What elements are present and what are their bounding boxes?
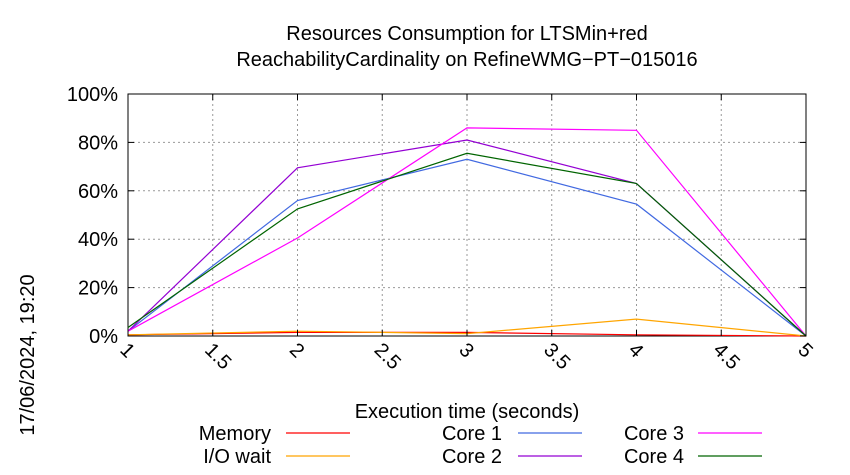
legend-label-core-1: Core 1 bbox=[442, 423, 502, 445]
legend-label-core-4: Core 4 bbox=[624, 446, 684, 468]
y-tick-label: 20% bbox=[78, 278, 118, 300]
x-tick-label: 1.5 bbox=[200, 339, 235, 374]
x-axis-label: Execution time (seconds) bbox=[355, 401, 580, 423]
legend-label-core-3: Core 3 bbox=[624, 423, 684, 445]
y-tick-label: 80% bbox=[78, 132, 118, 154]
x-tick-label: 3.5 bbox=[539, 339, 574, 374]
x-tick-label: 2 bbox=[285, 339, 308, 362]
legend-label-core-2: Core 2 bbox=[442, 446, 502, 468]
y-tick-label: 60% bbox=[78, 181, 118, 203]
x-tick-label: 2.5 bbox=[370, 339, 405, 374]
chart-subtitle: ReachabilityCardinality on RefineWMG−PT−… bbox=[236, 49, 697, 71]
x-tick-label: 4.5 bbox=[709, 339, 744, 374]
legend-label-memory: Memory bbox=[199, 423, 271, 445]
y-tick-label: 40% bbox=[78, 229, 118, 251]
y-tick-label: 100% bbox=[67, 84, 118, 106]
chart-title: Resources Consumption for LTSMin+red bbox=[286, 23, 647, 45]
timestamp-label: 17/06/2024, 19:20 bbox=[17, 274, 39, 435]
x-tick-label: 3 bbox=[454, 339, 477, 362]
x-tick-label: 1 bbox=[115, 339, 138, 362]
y-tick-label: 0% bbox=[89, 326, 118, 348]
series-line-core-1 bbox=[127, 158, 807, 337]
x-tick-label: 5 bbox=[793, 339, 816, 362]
series-line-core-4 bbox=[127, 152, 807, 337]
grid-lines bbox=[128, 94, 806, 336]
legend-label-i-o-wait: I/O wait bbox=[203, 446, 271, 468]
x-tick-label: 4 bbox=[624, 339, 647, 362]
axis-ticks: 0% 20% 40% 60% 80% 100% 1 1.5 2 2.5 3 3.5 4 4.5 5 bbox=[67, 84, 817, 374]
series-line-core-3 bbox=[127, 127, 807, 337]
